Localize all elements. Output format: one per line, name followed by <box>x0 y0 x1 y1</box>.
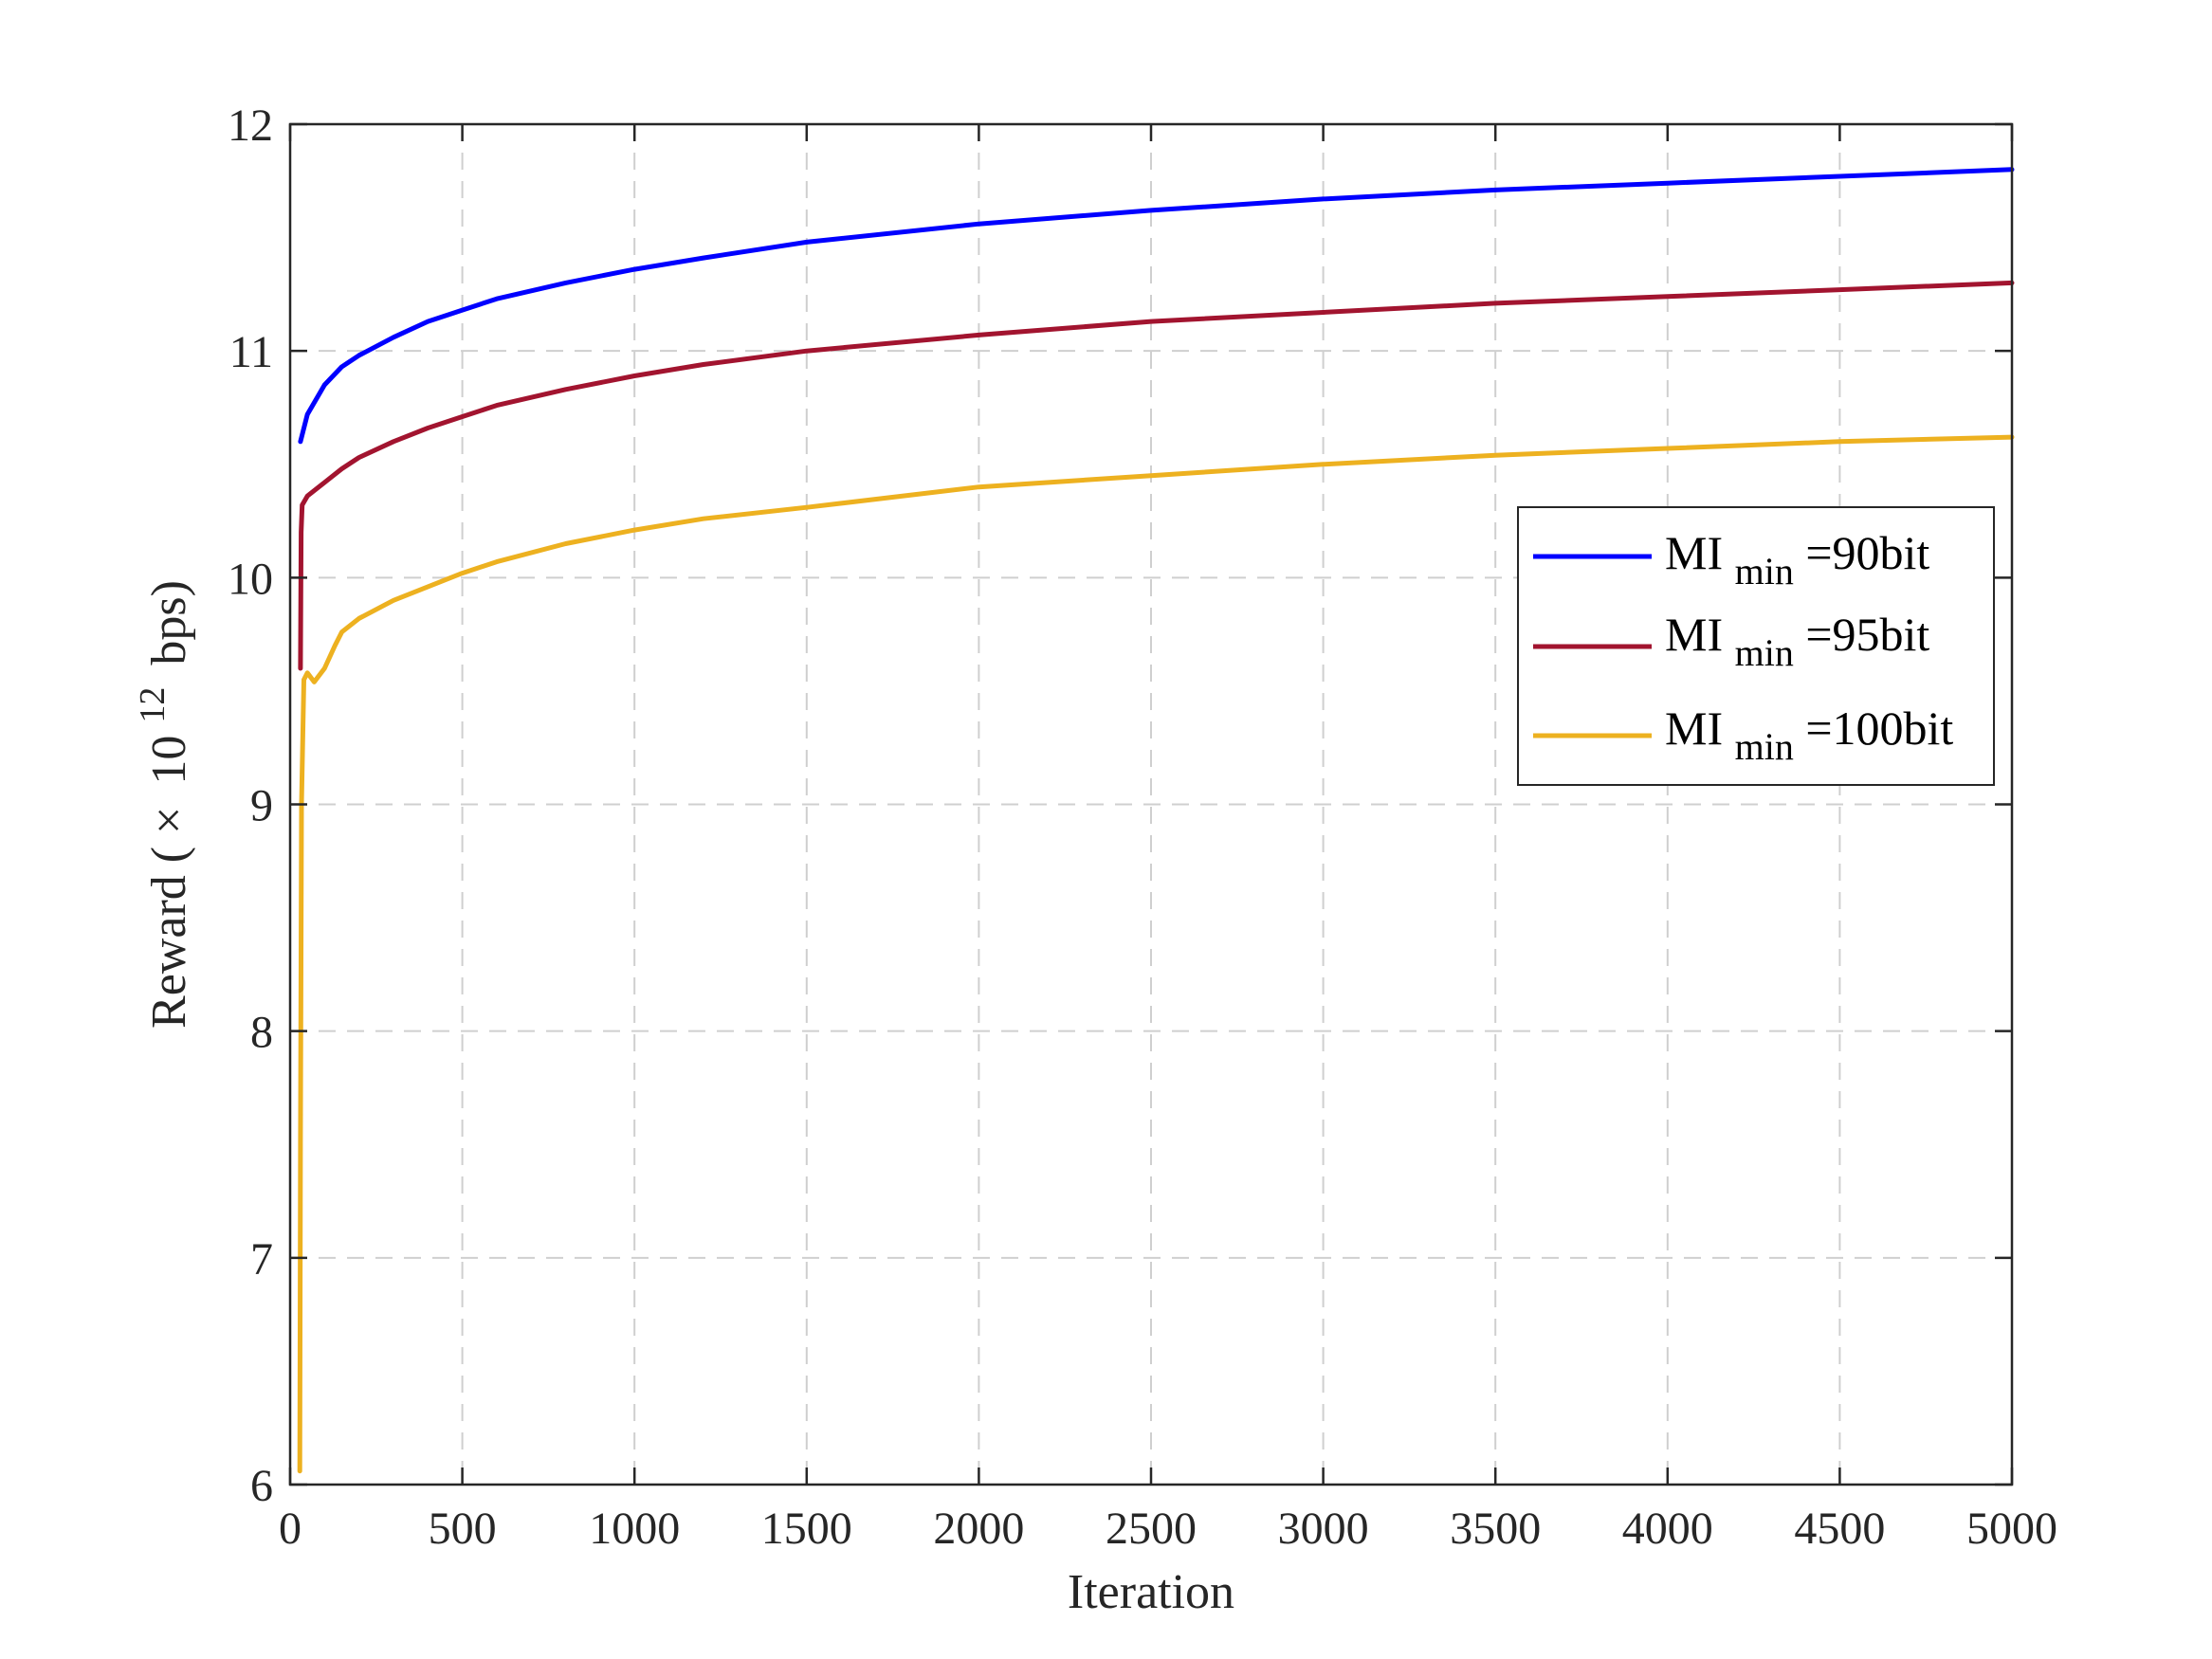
x-tick-label: 1000 <box>589 1504 680 1554</box>
x-tick-label: 500 <box>429 1504 497 1554</box>
legend-label-100bit-base: MI <box>1665 702 1723 755</box>
y-tick-label: 11 <box>229 327 273 377</box>
legend-label-95bit-base: MI <box>1665 608 1723 661</box>
x-tick-label: 3000 <box>1278 1504 1369 1554</box>
y-tick-label: 10 <box>228 554 273 604</box>
y-axis-label: Reward ( × 10 12 bps) <box>121 580 196 1029</box>
legend-label-95bit-sub: min <box>1735 631 1794 674</box>
x-tick-label: 5000 <box>1966 1504 2057 1554</box>
y-tick-label: 8 <box>250 1008 273 1058</box>
x-tick-label: 4500 <box>1794 1504 1885 1554</box>
legend-label-100bit-sub: min <box>1735 725 1794 768</box>
x-tick-label: 1500 <box>761 1504 852 1554</box>
y-axis-label-exponent: 12 <box>133 687 173 723</box>
legend-label-90bit: MI min =90bit <box>1665 526 1929 594</box>
tick-marks <box>288 122 2014 1486</box>
y-tick-label: 12 <box>228 100 273 151</box>
y-axis-label-base: 10 <box>142 736 196 785</box>
legend: MI min =90bit MI min =95bit MI min =100b… <box>1517 506 1995 786</box>
series-line-2 <box>297 434 2015 1474</box>
y-tick-label: 6 <box>250 1461 273 1511</box>
x-axis-label: Iteration <box>1068 1565 1234 1619</box>
y-tick-labels: 6 7 8 9 10 11 12 <box>228 100 273 1511</box>
y-axis-label-unit: bps) <box>142 580 196 665</box>
x-tick-label: 3500 <box>1450 1504 1541 1554</box>
x-tick-label: 2000 <box>933 1504 1024 1554</box>
x-tick-label: 2500 <box>1106 1504 1197 1554</box>
x-tick-label: 4000 <box>1622 1504 1713 1554</box>
series-line-1 <box>298 280 2015 671</box>
legend-label-90bit-base: MI <box>1665 526 1723 579</box>
legend-label-90bit-sub: min <box>1735 550 1794 592</box>
y-tick-label: 9 <box>250 781 273 831</box>
y-tick-label: 7 <box>250 1234 273 1285</box>
series-line-0 <box>298 167 2015 445</box>
series-layer <box>297 167 2015 1474</box>
legend-label-95bit-rest: =95bit <box>1805 608 1929 661</box>
legend-label-90bit-rest: =90bit <box>1805 526 1929 579</box>
legend-label-95bit: MI min =95bit <box>1665 608 1929 676</box>
y-axis-label-times: × <box>142 807 196 834</box>
legend-label-100bit: MI min =100bit <box>1665 702 1953 770</box>
y-axis-label-main: Reward ( <box>142 847 196 1029</box>
legend-label-100bit-rest: =100bit <box>1805 702 1953 755</box>
x-tick-label: 0 <box>279 1504 302 1554</box>
x-tick-labels: 0 500 1000 1500 2000 2500 3000 3500 4000 4500 5000 <box>279 1504 2057 1554</box>
